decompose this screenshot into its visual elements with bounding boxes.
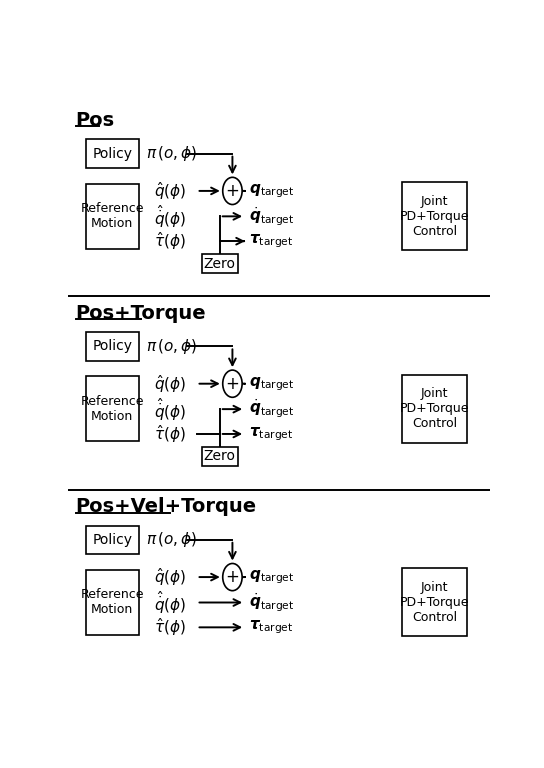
Text: $\dot{\boldsymbol{q}}_{\mathrm{target}}$: $\dot{\boldsymbol{q}}_{\mathrm{target}}$ [249,398,295,420]
Text: $\pi\,(o,\phi)$: $\pi\,(o,\phi)$ [146,531,197,549]
Text: +: + [225,375,239,392]
Text: $\boldsymbol{q}_{\mathrm{target}}$: $\boldsymbol{q}_{\mathrm{target}}$ [249,375,295,392]
Text: Reference
Motion: Reference Motion [81,202,144,230]
Circle shape [222,564,242,591]
FancyBboxPatch shape [402,568,467,636]
Text: +: + [225,182,239,200]
Text: Pos+Vel+Torque: Pos+Vel+Torque [76,497,257,516]
Text: Policy: Policy [92,339,132,353]
FancyBboxPatch shape [402,375,467,443]
Text: $\hat{\tau}(\phi)$: $\hat{\tau}(\phi)$ [154,617,186,638]
Text: Joint
PD+Torque
Control: Joint PD+Torque Control [400,194,469,237]
FancyBboxPatch shape [86,140,139,168]
Text: $\pi\,(o,\phi)$: $\pi\,(o,\phi)$ [146,144,197,163]
Text: Pos+Torque: Pos+Torque [76,304,206,323]
Text: $\boldsymbol{\tau}_{\mathrm{target}}$: $\boldsymbol{\tau}_{\mathrm{target}}$ [249,425,294,443]
FancyBboxPatch shape [86,333,139,361]
Text: Reference
Motion: Reference Motion [81,588,144,616]
Text: $\dot{\boldsymbol{q}}_{\mathrm{target}}$: $\dot{\boldsymbol{q}}_{\mathrm{target}}$ [249,591,295,614]
Text: $\boldsymbol{\tau}_{\mathrm{target}}$: $\boldsymbol{\tau}_{\mathrm{target}}$ [249,618,294,636]
Text: Pos: Pos [76,111,115,130]
FancyBboxPatch shape [202,447,238,466]
Text: Policy: Policy [92,533,132,547]
Text: $\hat{\tau}(\phi)$: $\hat{\tau}(\phi)$ [154,230,186,252]
Text: $\hat{\dot{q}}(\phi)$: $\hat{\dot{q}}(\phi)$ [154,396,187,422]
Text: +: + [225,568,239,586]
Circle shape [222,177,242,204]
Text: $\hat{q}(\phi)$: $\hat{q}(\phi)$ [154,566,187,588]
Text: $\hat{q}(\phi)$: $\hat{q}(\phi)$ [154,372,187,395]
Text: Joint
PD+Torque
Control: Joint PD+Torque Control [400,581,469,624]
Text: $\hat{\tau}(\phi)$: $\hat{\tau}(\phi)$ [154,423,186,445]
Text: $\boldsymbol{q}_{\mathrm{target}}$: $\boldsymbol{q}_{\mathrm{target}}$ [249,568,295,586]
Text: $\boldsymbol{\tau}_{\mathrm{target}}$: $\boldsymbol{\tau}_{\mathrm{target}}$ [249,233,294,250]
Text: Policy: Policy [92,147,132,161]
Text: Zero: Zero [204,449,236,463]
FancyBboxPatch shape [86,570,139,634]
Text: Zero: Zero [204,257,236,270]
Text: $\boldsymbol{q}_{\mathrm{target}}$: $\boldsymbol{q}_{\mathrm{target}}$ [249,182,295,200]
Text: Joint
PD+Torque
Control: Joint PD+Torque Control [400,387,469,430]
Text: $\hat{\dot{q}}(\phi)$: $\hat{\dot{q}}(\phi)$ [154,203,187,230]
FancyBboxPatch shape [202,254,238,273]
Text: Reference
Motion: Reference Motion [81,395,144,423]
FancyBboxPatch shape [86,376,139,442]
Circle shape [222,370,242,397]
FancyBboxPatch shape [86,184,139,249]
Text: $\hat{q}(\phi)$: $\hat{q}(\phi)$ [154,180,187,202]
Text: $\dot{\boldsymbol{q}}_{\mathrm{target}}$: $\dot{\boldsymbol{q}}_{\mathrm{target}}$ [249,205,295,227]
FancyBboxPatch shape [402,182,467,250]
FancyBboxPatch shape [86,525,139,554]
Text: $\pi\,(o,\phi)$: $\pi\,(o,\phi)$ [146,337,197,356]
Text: $\hat{\dot{q}}(\phi)$: $\hat{\dot{q}}(\phi)$ [154,589,187,616]
